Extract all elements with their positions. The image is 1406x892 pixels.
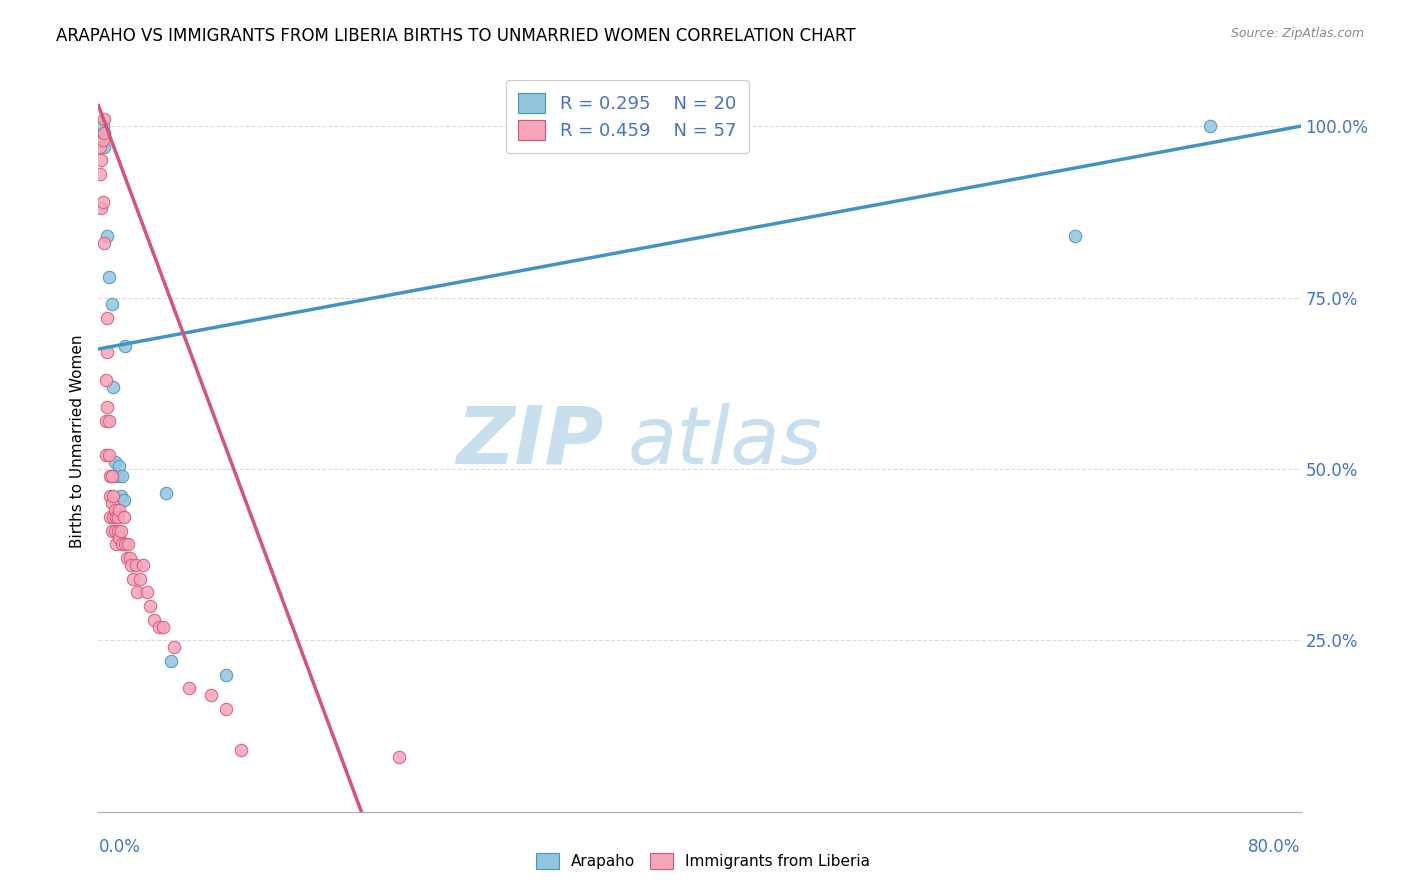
Point xyxy=(90,153,112,168)
Point xyxy=(111,537,134,551)
Point xyxy=(162,640,184,655)
Point xyxy=(96,401,118,415)
Point xyxy=(97,448,120,462)
Point xyxy=(96,345,118,359)
Point xyxy=(231,743,253,757)
Point xyxy=(132,558,155,572)
Point xyxy=(100,510,122,524)
Point xyxy=(103,510,125,524)
Point xyxy=(89,140,111,154)
Point xyxy=(93,126,115,140)
Point xyxy=(115,551,138,566)
Text: ZIP: ZIP xyxy=(456,402,603,481)
Text: 80.0%: 80.0% xyxy=(1249,838,1301,855)
Point xyxy=(143,613,166,627)
Point xyxy=(105,510,128,524)
Point xyxy=(89,167,111,181)
Point xyxy=(101,468,124,483)
Point xyxy=(100,489,122,503)
Text: ARAPAHO VS IMMIGRANTS FROM LIBERIA BIRTHS TO UNMARRIED WOMEN CORRELATION CHART: ARAPAHO VS IMMIGRANTS FROM LIBERIA BIRTH… xyxy=(56,27,856,45)
Point xyxy=(108,503,131,517)
Point xyxy=(103,489,125,503)
Point xyxy=(107,510,129,524)
Point xyxy=(121,558,143,572)
Point xyxy=(118,551,141,566)
Point xyxy=(215,702,238,716)
Point xyxy=(125,558,148,572)
Point xyxy=(117,537,139,551)
Point xyxy=(108,531,131,545)
Point xyxy=(114,338,136,352)
Legend: R = 0.295    N = 20, R = 0.459    N = 57: R = 0.295 N = 20, R = 0.459 N = 57 xyxy=(506,80,749,153)
Y-axis label: Births to Unmarried Women: Births to Unmarried Women xyxy=(69,334,84,549)
Point xyxy=(104,455,127,469)
Point xyxy=(108,458,131,473)
Point xyxy=(104,524,127,538)
Point xyxy=(103,380,125,394)
Point xyxy=(112,492,135,507)
Point xyxy=(1064,228,1087,243)
Point xyxy=(1199,119,1222,133)
Point xyxy=(112,510,135,524)
Point xyxy=(135,585,157,599)
Point xyxy=(110,489,132,503)
Point xyxy=(159,654,181,668)
Point xyxy=(96,311,118,326)
Point xyxy=(97,270,120,285)
Point xyxy=(388,750,411,764)
Point xyxy=(122,572,145,586)
Point xyxy=(111,468,134,483)
Point xyxy=(107,468,129,483)
Text: atlas: atlas xyxy=(627,402,823,481)
Text: Source: ZipAtlas.com: Source: ZipAtlas.com xyxy=(1230,27,1364,40)
Point xyxy=(129,572,152,586)
Point xyxy=(104,503,127,517)
Point xyxy=(148,619,170,633)
Point xyxy=(215,667,238,681)
Point xyxy=(93,126,115,140)
Point xyxy=(91,133,114,147)
Point xyxy=(90,202,112,216)
Point xyxy=(101,496,124,510)
Point xyxy=(97,414,120,428)
Point xyxy=(152,619,174,633)
Point xyxy=(101,297,124,311)
Point xyxy=(177,681,200,696)
Point xyxy=(93,140,115,154)
Legend: Arapaho, Immigrants from Liberia: Arapaho, Immigrants from Liberia xyxy=(530,847,876,875)
Point xyxy=(138,599,160,613)
Point xyxy=(104,468,127,483)
Point xyxy=(91,194,114,209)
Point xyxy=(200,688,222,702)
Point xyxy=(114,537,136,551)
Point xyxy=(96,228,118,243)
Point xyxy=(94,448,117,462)
Point xyxy=(155,486,177,500)
Point xyxy=(93,235,115,250)
Point xyxy=(127,585,149,599)
Point xyxy=(101,524,124,538)
Point xyxy=(93,112,115,127)
Point xyxy=(105,537,128,551)
Point xyxy=(94,373,117,387)
Point xyxy=(110,524,132,538)
Point xyxy=(91,119,114,133)
Point xyxy=(107,524,129,538)
Point xyxy=(100,468,122,483)
Text: 0.0%: 0.0% xyxy=(98,838,141,855)
Point xyxy=(94,414,117,428)
